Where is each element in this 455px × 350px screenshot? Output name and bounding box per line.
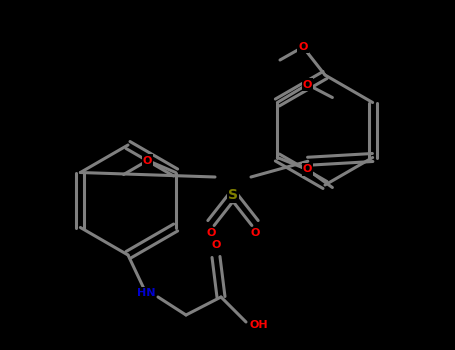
Text: O: O — [143, 155, 152, 166]
Text: O: O — [303, 79, 312, 90]
Text: S: S — [228, 188, 238, 202]
Text: HN: HN — [137, 288, 155, 298]
Text: OH: OH — [250, 320, 268, 330]
Text: O: O — [303, 164, 312, 175]
Text: O: O — [250, 228, 260, 238]
Text: O: O — [298, 42, 308, 52]
Text: O: O — [206, 228, 216, 238]
Text: O: O — [211, 240, 221, 250]
